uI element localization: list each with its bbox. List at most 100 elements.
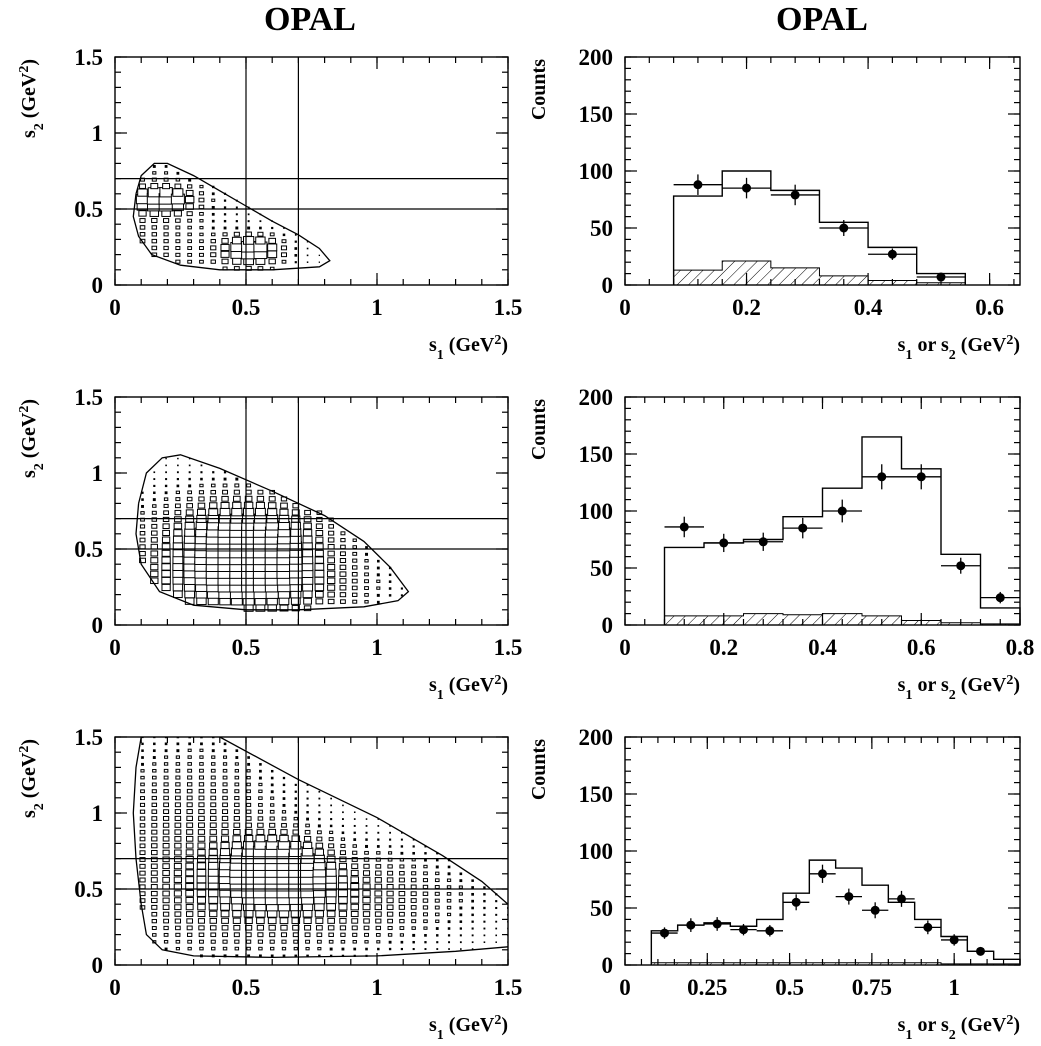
density-box	[150, 856, 158, 863]
density-box	[197, 918, 205, 924]
density-dot	[330, 804, 333, 807]
x-axis-label: s1 (GeV2)	[429, 673, 508, 703]
density-box	[302, 590, 313, 599]
density-dot	[341, 824, 345, 827]
density-box	[152, 933, 157, 937]
density-box	[316, 516, 323, 522]
density-box	[162, 897, 170, 904]
density-box	[164, 171, 169, 175]
density-dot	[365, 546, 368, 549]
density-box	[140, 775, 145, 780]
scatter-area	[132, 162, 331, 271]
density-box	[199, 259, 204, 264]
density-box	[139, 232, 146, 237]
density-box	[422, 891, 429, 896]
density-box	[199, 232, 204, 237]
x-tick-label: 0.2	[709, 635, 738, 660]
density-box	[211, 755, 216, 759]
density-dot	[448, 941, 451, 944]
density-box	[245, 489, 252, 495]
density-box	[175, 939, 181, 944]
data-point	[844, 892, 854, 902]
density-dot	[471, 886, 474, 889]
density-box	[162, 842, 170, 849]
density-box	[163, 782, 169, 787]
density-box	[293, 823, 299, 828]
density-box	[186, 932, 193, 937]
density-box	[187, 490, 193, 495]
density-dot	[223, 206, 227, 209]
density-dot	[176, 749, 180, 753]
density-box	[364, 850, 369, 855]
density-box	[328, 837, 334, 842]
density-box	[198, 191, 205, 196]
density-box	[161, 583, 171, 592]
density-box	[303, 835, 312, 842]
density-box	[198, 204, 205, 210]
density-box	[351, 578, 358, 584]
density-box	[163, 762, 169, 766]
density-dot	[294, 790, 297, 793]
density-box	[328, 843, 335, 849]
density-box	[221, 822, 229, 828]
density-box	[151, 782, 157, 787]
data-point	[758, 537, 768, 547]
density-box	[279, 834, 289, 843]
density-dot	[400, 594, 403, 597]
density-box	[150, 863, 158, 869]
density-box	[352, 940, 357, 944]
density-dot	[223, 226, 227, 230]
density-box	[151, 904, 158, 910]
density-box	[139, 557, 146, 564]
density-box	[175, 259, 181, 264]
density-box	[231, 507, 243, 517]
density-box	[139, 544, 146, 550]
density-box	[291, 509, 300, 516]
density-dot	[164, 484, 168, 488]
density-box	[208, 848, 218, 856]
density-dot	[271, 226, 274, 230]
density-box	[340, 544, 346, 550]
density-box	[210, 795, 217, 801]
density-dot	[353, 838, 357, 841]
x-tick-label: 0	[619, 975, 631, 1000]
y-tick-label: 1.5	[74, 45, 103, 70]
density-box	[279, 508, 289, 516]
density-dot	[459, 913, 463, 917]
density-box	[234, 762, 239, 766]
density-dot	[495, 941, 497, 943]
density-box	[386, 877, 394, 883]
density-box	[186, 911, 194, 917]
density-box	[244, 917, 253, 925]
density-box	[280, 924, 288, 931]
density-dot	[424, 941, 427, 944]
density-dot	[400, 947, 403, 951]
y-axis-label: Counts	[528, 399, 550, 460]
density-dot	[377, 825, 380, 827]
density-dot	[211, 226, 215, 230]
density-dot	[188, 484, 192, 488]
density-box	[211, 232, 216, 237]
density-dot	[212, 471, 215, 474]
density-box	[304, 932, 311, 938]
density-dot	[459, 927, 462, 930]
density-box	[175, 932, 181, 937]
density-box	[410, 912, 417, 917]
density-box	[199, 768, 204, 773]
density-box	[376, 579, 381, 583]
density-box	[209, 917, 217, 924]
density-dot	[223, 213, 227, 216]
density-box	[196, 889, 207, 897]
density-box	[340, 932, 346, 937]
density-box	[290, 840, 302, 850]
y-axis-label-part: (GeV	[18, 72, 40, 123]
density-box	[435, 871, 440, 876]
y-axis-label-part: )	[18, 739, 40, 746]
density-box	[220, 501, 230, 509]
density-dot	[306, 790, 309, 793]
density-box	[186, 503, 194, 509]
density-box	[258, 796, 263, 800]
density-box	[172, 583, 184, 592]
density-box	[327, 598, 335, 605]
